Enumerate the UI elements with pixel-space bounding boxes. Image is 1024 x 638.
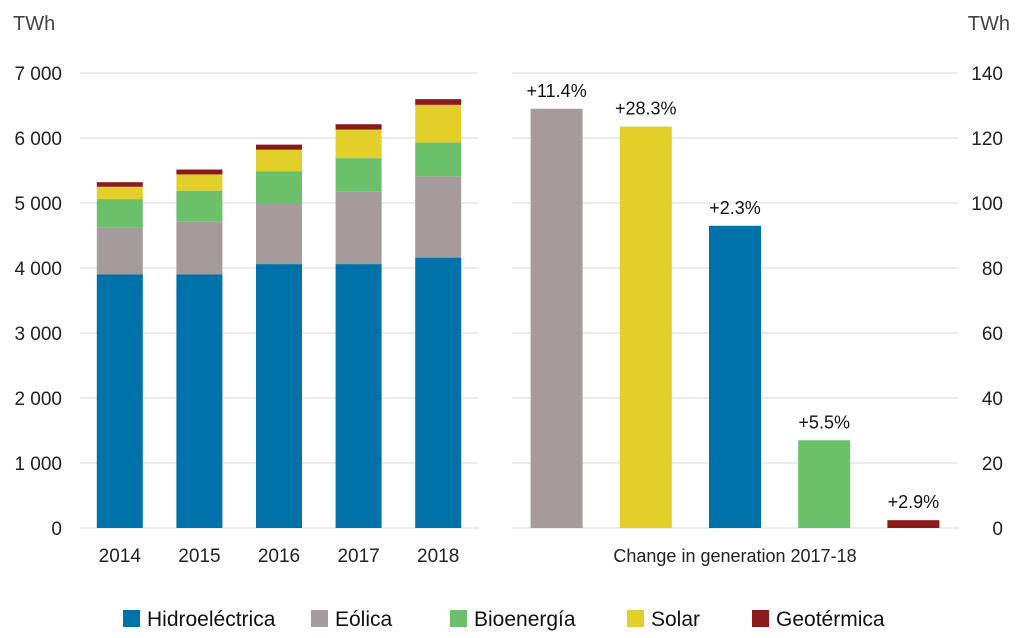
change-bar-label: +28.3%	[615, 99, 677, 119]
legend-label-1: Eólica	[335, 608, 393, 631]
y-tick-label-right: 140	[971, 64, 1003, 85]
y-tick-label-right: 0	[992, 519, 1003, 540]
bar-2018-segment-4	[415, 99, 462, 105]
x-tick-label: 2017	[337, 546, 379, 567]
y-tick-label-left: 0	[51, 519, 62, 540]
bar-2017-segment-3	[335, 129, 382, 159]
y-tick-label-left: 2 000	[14, 389, 62, 410]
y-tick-label-right: 40	[982, 389, 1003, 410]
change-bar-4	[887, 520, 940, 528]
x-tick-label: 2016	[258, 546, 300, 567]
bar-2017-segment-2	[335, 158, 382, 192]
bar-2016-segment-3	[256, 149, 302, 172]
bar-2014-segment-0	[96, 274, 143, 528]
y-tick-label-left: 4 000	[14, 259, 62, 280]
y-tick-label-left: 7 000	[14, 64, 62, 85]
legend-swatch-2	[450, 610, 467, 627]
y-tick-label-left: 6 000	[14, 129, 62, 150]
y-axis-unit-right: TWh	[968, 13, 1010, 35]
bar-2014-segment-3	[96, 186, 143, 200]
legend-swatch-3	[627, 610, 644, 627]
legend-swatch-1	[311, 610, 328, 627]
bar-2014-segment-4	[96, 182, 143, 187]
bar-2018-segment-0	[415, 257, 462, 528]
y-tick-label-left: 1 000	[14, 454, 62, 475]
change-bar-2	[709, 225, 761, 528]
y-tick-label-left: 5 000	[14, 194, 62, 215]
y-tick-label-right: 20	[982, 454, 1003, 475]
y-tick-label-right: 100	[971, 194, 1003, 215]
legend-label-0: Hidroeléctrica	[147, 608, 276, 631]
y-tick-label-right: 80	[982, 259, 1003, 280]
y-tick-label-right: 120	[971, 129, 1003, 150]
bar-2016-segment-0	[256, 264, 302, 528]
change-bar-label: +2.3%	[709, 198, 761, 218]
bar-2014-segment-2	[96, 199, 143, 228]
bar-2016-segment-2	[256, 171, 302, 203]
change-bar-label: +5.5%	[798, 412, 850, 432]
bar-2016-segment-1	[256, 203, 302, 265]
bar-2014-segment-1	[96, 227, 143, 275]
change-bar-3	[798, 440, 851, 528]
x-tick-label: 2015	[178, 546, 220, 567]
x-tick-label: 2018	[417, 546, 459, 567]
change-bar-label: +11.4%	[526, 81, 586, 101]
x-axis-title-right: Change in generation 2017-18	[613, 546, 856, 566]
bar-2015-segment-3	[176, 174, 223, 191]
legend-swatch-4	[752, 610, 769, 627]
bar-2017-segment-1	[335, 191, 382, 265]
x-tick-label: 2014	[99, 546, 142, 567]
y-tick-label-left: 3 000	[14, 324, 62, 345]
bar-2017-segment-0	[335, 264, 382, 528]
legend-label-2: Bioenergía	[474, 608, 576, 631]
bar-2015-segment-2	[176, 190, 223, 222]
legend-swatch-0	[123, 610, 140, 627]
bar-2018-segment-3	[415, 104, 462, 143]
bar-2015-segment-1	[176, 221, 223, 275]
change-bar-1	[619, 126, 672, 528]
bar-2017-segment-4	[335, 124, 382, 130]
bar-2018-segment-1	[415, 176, 462, 258]
change-bar-0	[530, 108, 583, 528]
change-bar-label: +2.9%	[888, 492, 940, 512]
y-axis-unit-left: TWh	[13, 13, 55, 35]
legend-label-3: Solar	[651, 608, 700, 631]
bar-2015-segment-4	[176, 169, 223, 175]
bar-2016-segment-4	[256, 144, 302, 150]
bar-2018-segment-2	[415, 142, 462, 177]
bar-2015-segment-0	[176, 274, 223, 528]
y-tick-label-right: 60	[982, 324, 1003, 345]
legend-label-4: Geotérmica	[776, 608, 885, 631]
